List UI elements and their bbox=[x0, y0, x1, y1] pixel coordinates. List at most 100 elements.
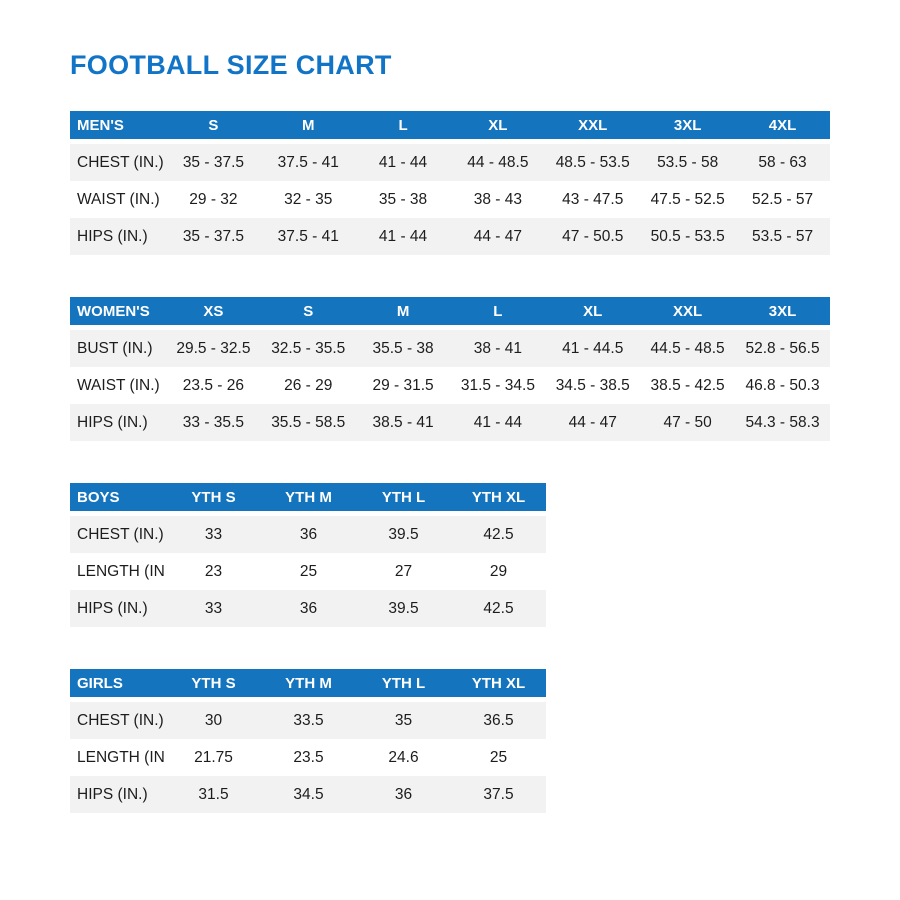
size-value: 37.5 bbox=[483, 785, 514, 803]
size-value: 53.5 - 58 bbox=[657, 153, 719, 171]
size-value: 34.5 - 38.5 bbox=[555, 376, 630, 394]
size-value: 24.6 bbox=[388, 748, 419, 766]
size-value: 29.5 - 32.5 bbox=[176, 339, 251, 357]
size-value: 30 bbox=[204, 711, 223, 729]
size-value: 50.5 - 53.5 bbox=[650, 227, 725, 245]
size-header-cell: YTH S bbox=[166, 669, 261, 702]
size-header-cell: YTH S bbox=[166, 483, 261, 516]
size-value: 35 bbox=[394, 711, 413, 729]
size-value: 23.5 - 26 bbox=[182, 376, 244, 394]
size-value: 38 - 43 bbox=[473, 190, 522, 208]
size-value: 36.5 bbox=[483, 711, 514, 729]
size-value: 29 - 32 bbox=[189, 190, 238, 208]
womens-size-table: WOMEN'S XS S M L XL XXL 3XL BUST (IN.) 29.5 - 32.… bbox=[70, 297, 830, 441]
size-value: 38 - 41 bbox=[473, 339, 523, 357]
size-value: 39.5 bbox=[388, 525, 419, 543]
measurement-label: HIPS (IN.) bbox=[77, 413, 148, 431]
size-value: 35.5 - 58.5 bbox=[271, 413, 346, 431]
size-header-cell: L bbox=[355, 111, 451, 144]
size-value: 29 - 31.5 bbox=[372, 376, 434, 394]
size-header-cell: L bbox=[450, 297, 546, 330]
size-value: 25 bbox=[299, 562, 318, 580]
size-value: 42.5 bbox=[483, 599, 514, 617]
measurement-label: CHEST (IN.) bbox=[77, 153, 164, 171]
size-value: 34.5 bbox=[293, 785, 324, 803]
size-header-cell: S bbox=[165, 111, 261, 144]
size-value: 35 - 38 bbox=[378, 190, 428, 208]
size-header-cell: 3XL bbox=[640, 111, 736, 144]
measurement-label: BUST (IN.) bbox=[77, 339, 153, 357]
size-value: 39.5 bbox=[388, 599, 419, 617]
size-value: 36 bbox=[394, 785, 413, 803]
size-value: 58 - 63 bbox=[758, 153, 807, 171]
table-row: BUST (IN.) 29.5 - 32.5 32.5 - 35.5 35.5 - 3… bbox=[70, 330, 830, 367]
size-header-cell: S bbox=[260, 297, 356, 330]
table-row: HIPS (IN.) 33 - 35.5 35.5 - 58.5 38.5 - 41 4… bbox=[70, 404, 830, 441]
table-row: CHEST (IN.) 35 - 37.5 37.5 - 41 41 - 44 44 -… bbox=[70, 144, 830, 181]
size-value: 47 - 50.5 bbox=[562, 227, 624, 245]
girls-size-table: GIRLS YTH S YTH M YTH L YTH XL CHEST (IN.) 30 3… bbox=[70, 669, 546, 813]
mens-size-table: MEN'S S M L XL XXL 3XL 4XL CHEST (IN.) 35 - 37.5 3… bbox=[70, 111, 830, 255]
table-row: WAIST (IN.) 29 - 32 32 - 35 35 - 38 38 - 43 4… bbox=[70, 181, 830, 218]
size-value: 47 - 50 bbox=[663, 413, 712, 431]
table-row: HIPS (IN.) 33 36 39.5 42.5 bbox=[70, 590, 546, 627]
size-value: 43 - 47.5 bbox=[562, 190, 624, 208]
table-row: CHEST (IN.) 30 33.5 35 36.5 bbox=[70, 702, 546, 739]
table-row: LENGTH (IN.) 21.75 23.5 24.6 25 bbox=[70, 739, 546, 776]
size-value: 36 bbox=[299, 525, 318, 543]
measurement-label: WAIST (IN.) bbox=[77, 190, 160, 208]
size-value: 44 - 47 bbox=[473, 227, 522, 245]
table-row: HIPS (IN.) 35 - 37.5 37.5 - 41 41 - 44 44 - … bbox=[70, 218, 830, 255]
size-header-cell: XXL bbox=[545, 111, 641, 144]
size-value: 36 bbox=[299, 599, 318, 617]
measurement-label: HIPS (IN.) bbox=[77, 599, 148, 617]
size-value: 27 bbox=[394, 562, 413, 580]
size-value: 47.5 - 52.5 bbox=[650, 190, 725, 208]
size-header-cell: YTH M bbox=[261, 669, 356, 702]
size-value: 31.5 bbox=[198, 785, 229, 803]
size-value: 37.5 - 41 bbox=[277, 153, 339, 171]
size-value: 38.5 - 42.5 bbox=[650, 376, 725, 394]
size-header-cell: YTH L bbox=[356, 483, 451, 516]
table-row: CHEST (IN.) 33 36 39.5 42.5 bbox=[70, 516, 546, 553]
size-value: 31.5 - 34.5 bbox=[460, 376, 535, 394]
size-value: 41 - 44 bbox=[378, 227, 428, 245]
measurement-label: CHEST (IN.) bbox=[77, 525, 164, 543]
size-header-cell: YTH M bbox=[261, 483, 356, 516]
size-value: 33 bbox=[204, 525, 223, 543]
table-row: WAIST (IN.) 23.5 - 26 26 - 29 29 - 31.5 31.5… bbox=[70, 367, 830, 404]
size-value: 46.8 - 50.3 bbox=[745, 376, 820, 394]
size-value: 33 bbox=[204, 599, 223, 617]
size-value: 32.5 - 35.5 bbox=[271, 339, 346, 357]
size-value: 53.5 - 57 bbox=[751, 227, 814, 245]
size-value: 26 - 29 bbox=[284, 376, 333, 394]
group-header-cell: GIRLS bbox=[70, 669, 166, 702]
size-value: 35 - 37.5 bbox=[182, 227, 244, 245]
size-value: 52.8 - 56.5 bbox=[745, 339, 820, 357]
table-row: HIPS (IN.) 31.5 34.5 36 37.5 bbox=[70, 776, 546, 813]
size-value: 41 - 44 bbox=[378, 153, 428, 171]
group-header-cell: MEN'S bbox=[70, 111, 166, 144]
size-value: 23 bbox=[204, 562, 223, 580]
size-value: 48.5 - 53.5 bbox=[555, 153, 630, 171]
size-header-cell: 3XL bbox=[735, 297, 830, 330]
size-header-cell: XS bbox=[165, 297, 261, 330]
page-title: FOOTBALL SIZE CHART bbox=[70, 50, 392, 80]
size-value: 33 - 35.5 bbox=[182, 413, 244, 431]
size-header-cell: XL bbox=[545, 297, 641, 330]
size-value: 44 - 48.5 bbox=[467, 153, 529, 171]
size-value: 29 bbox=[489, 562, 508, 580]
size-value: 41 - 44.5 bbox=[562, 339, 624, 357]
size-value: 35 - 37.5 bbox=[182, 153, 244, 171]
size-header-cell: XL bbox=[450, 111, 546, 144]
size-header-cell: M bbox=[355, 297, 451, 330]
group-header-cell: WOMEN'S bbox=[70, 297, 166, 330]
boys-size-table: BOYS YTH S YTH M YTH L YTH XL CHEST (IN.) 33 36… bbox=[70, 483, 546, 627]
measurement-label: LENGTH (IN.) bbox=[77, 748, 166, 766]
size-value: 33.5 bbox=[293, 711, 324, 729]
size-header-cell: YTH XL bbox=[451, 483, 546, 516]
measurement-label: CHEST (IN.) bbox=[77, 711, 164, 729]
size-value: 35.5 - 38 bbox=[372, 339, 434, 357]
size-header-cell: YTH L bbox=[356, 669, 451, 702]
